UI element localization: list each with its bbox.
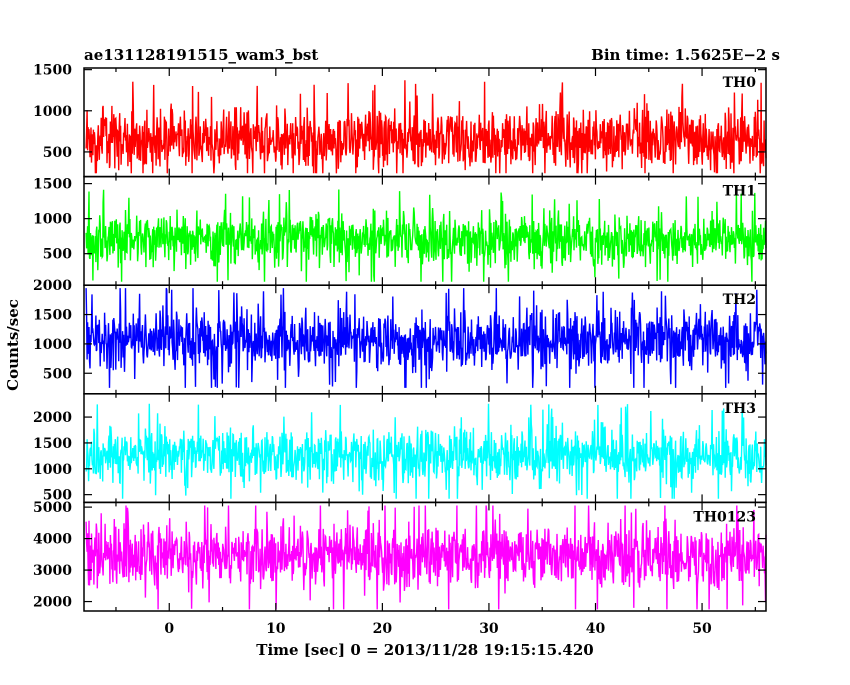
series-line-th3	[85, 403, 767, 499]
panel-label-th2: TH2	[723, 292, 756, 308]
y-tick-label: 500	[43, 488, 72, 504]
y-tick-label: 1500	[33, 308, 72, 324]
x-tick-label: 30	[479, 621, 499, 637]
y-tick-label: 4000	[33, 532, 72, 548]
y-tick-label: 5000	[33, 500, 72, 516]
panel-label-th0123: TH0123	[693, 509, 756, 525]
y-tick-label: 500	[43, 366, 72, 382]
y-tick-label: 2000	[33, 278, 72, 294]
y-tick-label: 1500	[33, 63, 72, 79]
y-tick-label: 2000	[33, 410, 72, 426]
y-tick-label: 500	[43, 247, 72, 263]
y-tick-label: 1500	[33, 177, 72, 193]
header-left-label: ae131128191515_wam3_bst	[84, 46, 318, 64]
y-tick-label: 1500	[33, 436, 72, 452]
panel-frame	[83, 501, 767, 612]
panel-th2: 500 1000 1500 2000 TH2	[33, 278, 767, 395]
panel-label-th1: TH1	[723, 184, 756, 200]
x-axis-label: Time [sec] 0 = 2013/11/28 19:15:15.420	[256, 641, 593, 659]
x-tick-label: 20	[373, 621, 393, 637]
panel-th3: 500 1000 1500 2000 TH3	[33, 393, 767, 504]
x-tick-label: 50	[692, 621, 712, 637]
y-tick-label: 2000	[33, 595, 72, 611]
y-tick-label: 500	[43, 145, 72, 161]
y-tick-label: 1000	[33, 337, 72, 353]
panel-th0123: 2000 3000 4000 5000 TH0123	[33, 500, 767, 612]
header-right-label: Bin time: 1.5625E−2 s	[591, 46, 780, 64]
series-line-th2	[85, 287, 767, 388]
panel-th1: 500 1000 1500 TH1	[33, 175, 767, 286]
x-tick-label: 0	[164, 621, 174, 637]
series-line-th0123	[85, 505, 767, 610]
y-tick-label: 1000	[33, 104, 72, 120]
panel-label-th3: TH3	[723, 401, 756, 417]
panel-label-th0: TH0	[723, 75, 757, 91]
panel-th0: 500 1000 1500 TH0	[33, 63, 767, 178]
x-tick-label: 10	[266, 621, 286, 637]
series-line-th1	[85, 189, 767, 282]
x-tick-label: 40	[586, 621, 606, 637]
y-tick-label: 3000	[33, 563, 72, 579]
series-line-th0	[85, 80, 767, 174]
y-tick-label: 1000	[33, 212, 72, 228]
y-tick-label: 1000	[33, 462, 72, 478]
y-axis-label: Counts/sec	[4, 299, 22, 391]
